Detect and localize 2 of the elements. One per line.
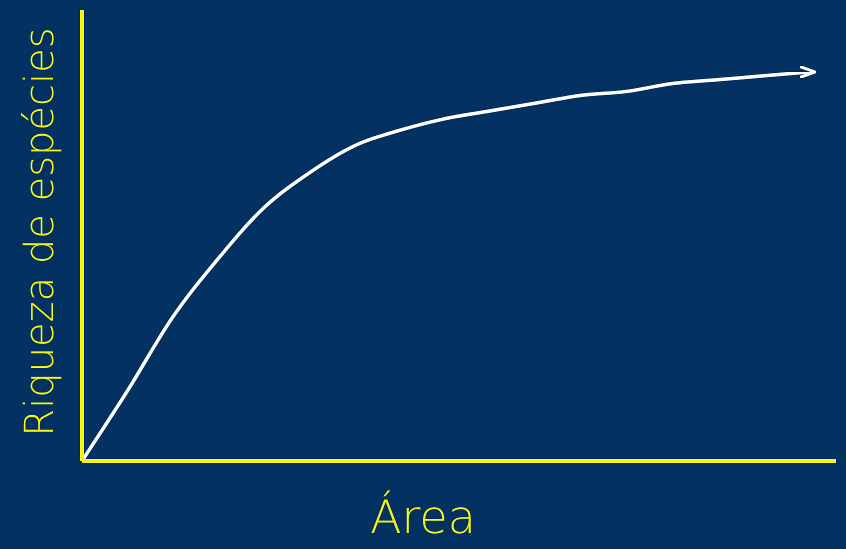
y-axis-title: Riqueza de espécies: [17, 27, 63, 437]
x-axis-title: Área: [369, 490, 477, 544]
